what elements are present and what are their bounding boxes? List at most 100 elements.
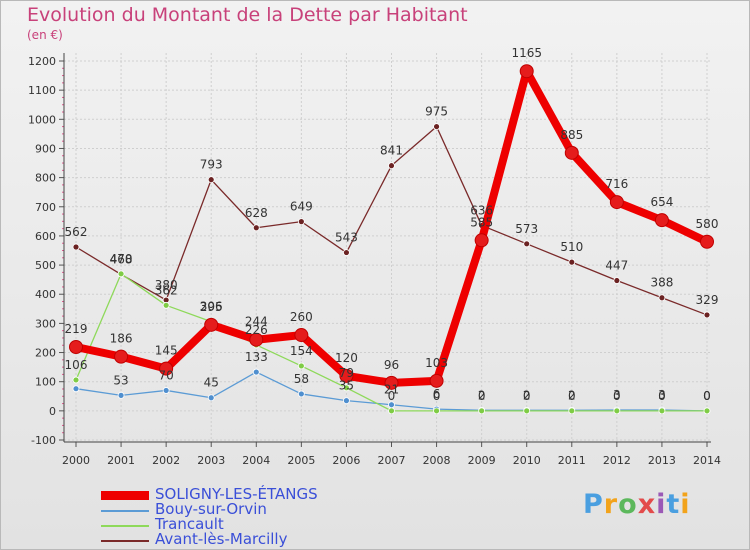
x-tick-label: 2001 [107, 454, 135, 467]
data-point [478, 407, 486, 415]
data-label: 447 [605, 259, 628, 273]
legend-label: Bouy-sur-Orvin [155, 500, 267, 518]
data-point [388, 162, 395, 170]
data-label: 636 [470, 203, 493, 217]
data-label: 53 [113, 373, 128, 387]
logo-letter: i [656, 489, 667, 520]
data-label: 120 [335, 351, 358, 365]
data-label: 21 [384, 383, 399, 397]
data-point [388, 407, 395, 415]
data-label: 0 [568, 389, 576, 403]
data-label: 716 [605, 177, 628, 191]
data-label: 885 [560, 128, 583, 142]
data-label: 0 [658, 389, 666, 403]
data-point [297, 218, 305, 226]
data-point [294, 328, 309, 343]
data-label: 70 [159, 368, 174, 382]
data-point [523, 407, 531, 415]
data-point [433, 407, 440, 415]
data-point [252, 368, 260, 376]
data-label: 3 [613, 388, 621, 402]
data-label: 306 [200, 300, 223, 314]
data-label: 2 [478, 388, 486, 402]
x-tick-label: 2012 [603, 454, 631, 467]
data-point [297, 362, 305, 370]
data-point [339, 368, 354, 383]
data-label: 106 [65, 358, 88, 372]
data-point [700, 234, 714, 249]
data-point [343, 397, 350, 405]
data-point [474, 233, 489, 248]
data-label: 6 [433, 387, 441, 401]
x-tick-label: 2004 [242, 454, 270, 467]
legend-label: Trancault [155, 515, 224, 533]
y-tick-label: 1200 [28, 55, 56, 68]
y-tick-label: 700 [35, 201, 56, 214]
data-point [384, 375, 399, 390]
chart-title: Evolution du Montant de la Dette par Hab… [27, 4, 468, 26]
data-label: 244 [245, 315, 268, 329]
legend-swatch [101, 540, 149, 542]
data-point [613, 407, 621, 415]
data-point [609, 195, 624, 210]
data-label: 329 [696, 293, 719, 307]
logo-letter: t [666, 489, 681, 520]
legend-swatch [101, 525, 149, 527]
data-label: 154 [290, 344, 313, 358]
legend-swatch [101, 491, 149, 500]
data-label: 470 [110, 252, 133, 266]
logo-letter: P [583, 489, 604, 520]
data-point [343, 249, 350, 256]
data-point [159, 361, 174, 376]
data-point [429, 373, 444, 388]
x-tick-label: 2013 [648, 454, 676, 467]
data-label: 628 [245, 206, 268, 220]
data-label: 0 [703, 389, 711, 403]
legend-label: Avant-lès-Marcilly [155, 530, 288, 548]
data-point [613, 277, 621, 284]
logo-letter: x [637, 489, 657, 520]
data-point [72, 243, 80, 251]
data-point [568, 258, 576, 266]
data-label: 543 [335, 231, 358, 245]
x-tick-label: 2007 [378, 454, 406, 467]
data-label: 573 [515, 222, 538, 236]
data-label: 0 [613, 389, 621, 403]
y-tick-label: 0 [49, 405, 56, 418]
axes: -100010020030040050060070080090010001100… [28, 53, 721, 467]
data-point [343, 384, 350, 392]
data-label: 0 [523, 389, 531, 403]
data-label: 226 [245, 323, 268, 337]
logo-letter: r [603, 489, 619, 520]
data-point [162, 387, 170, 394]
data-point [564, 145, 579, 160]
data-point [523, 240, 531, 248]
x-tick-label: 2011 [558, 454, 586, 467]
y-tick-label: 1000 [28, 113, 56, 126]
data-label: 186 [110, 332, 133, 346]
data-label: 510 [560, 240, 583, 254]
y-tick-label: 100 [35, 376, 56, 389]
proxiti-logo: Proxiti [583, 489, 691, 520]
y-tick-label: 900 [35, 142, 56, 155]
data-point [703, 311, 711, 319]
data-label: 260 [290, 310, 313, 324]
data-label: 388 [650, 276, 673, 290]
x-tick-label: 2003 [197, 454, 225, 467]
data-point [433, 123, 440, 130]
data-point [252, 224, 260, 232]
y-tick-label: 200 [35, 347, 56, 360]
x-tick-label: 2010 [513, 454, 541, 467]
data-point [249, 332, 264, 347]
x-tick-label: 2014 [693, 454, 721, 467]
x-tick-label: 2000 [62, 454, 90, 467]
data-point [162, 301, 170, 309]
y-tick-label: 1100 [28, 84, 56, 97]
logo-letter: o [618, 489, 638, 520]
data-label: 841 [380, 144, 403, 158]
data-label: 3 [658, 388, 666, 402]
data-label: 79 [339, 366, 354, 380]
data-label: 295 [200, 300, 223, 314]
